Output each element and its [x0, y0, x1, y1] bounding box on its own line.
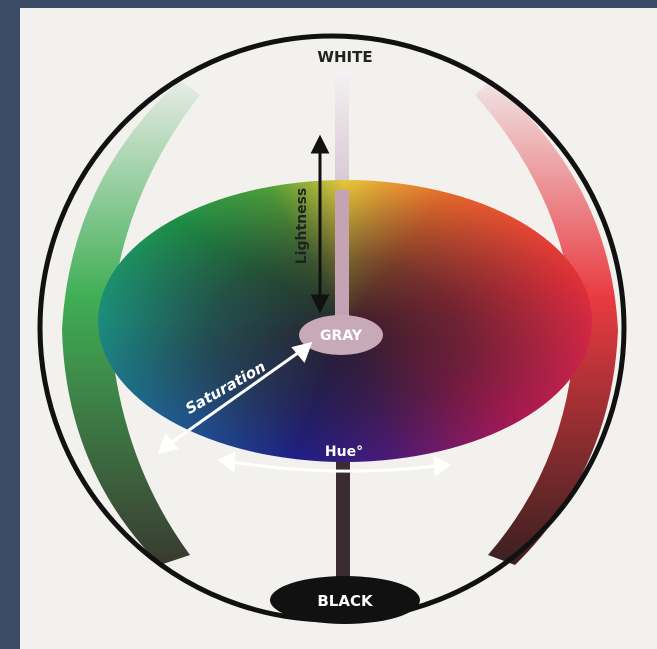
hue-label: Hue° — [325, 444, 363, 460]
saturation-label: Saturation — [182, 357, 269, 417]
white-label: WHITE — [317, 48, 372, 66]
lightness-arrow — [313, 138, 327, 310]
black-label: BLACK — [317, 592, 374, 610]
saturation-arrow — [160, 344, 310, 452]
gray-label: GRAY — [320, 328, 363, 344]
lightness-label: Lightness — [294, 188, 310, 265]
page: WHITE GRAY BLACK Lightness Saturation Hu… — [0, 0, 657, 649]
inner-axis — [335, 190, 349, 320]
sphere-front: WHITE GRAY BLACK Lightness Saturation Hu… — [0, 0, 657, 649]
